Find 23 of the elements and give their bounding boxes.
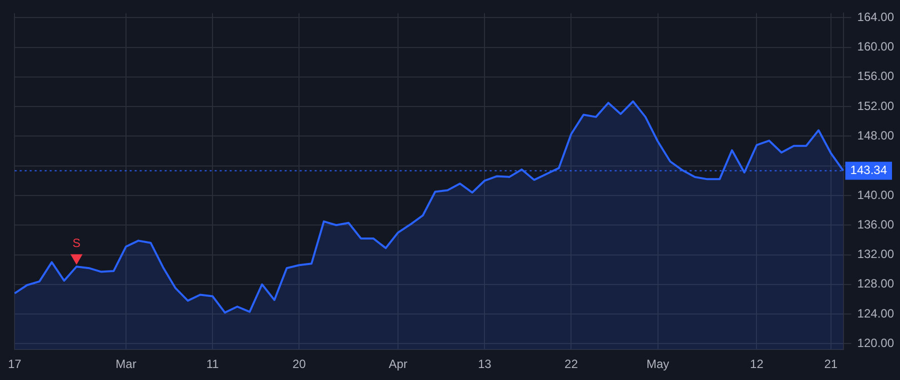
y-tick-label: 136.00 xyxy=(857,217,894,232)
y-tick-label: 132.00 xyxy=(857,247,894,262)
y-tick-label: 140.00 xyxy=(857,188,894,202)
y-tick-label: 160.00 xyxy=(857,40,894,54)
x-tick-label: 17 xyxy=(8,357,22,372)
x-tick-label: Apr xyxy=(388,357,408,372)
y-tick-label: 128.00 xyxy=(857,276,894,291)
y-tick-label: 152.00 xyxy=(857,98,894,113)
x-tick-label: 12 xyxy=(750,357,764,372)
x-tick-label: 20 xyxy=(292,357,306,372)
x-tick-label: May xyxy=(646,357,670,372)
y-tick-label: 120.00 xyxy=(857,336,894,350)
y-tick-label: 156.00 xyxy=(857,69,894,84)
y-tick-label: 164.00 xyxy=(857,10,894,24)
ref-line-label: 143.34 xyxy=(850,163,888,178)
x-tick-label: 22 xyxy=(564,357,578,372)
y-tick-label: 124.00 xyxy=(857,306,894,320)
annotation: S xyxy=(72,236,81,250)
x-tick-label: 13 xyxy=(478,357,492,372)
x-tick-label: 11 xyxy=(206,357,220,372)
x-tick-label: Mar xyxy=(116,357,136,372)
x-tick-label: 21 xyxy=(824,357,838,372)
y-tick-label: 148.00 xyxy=(857,128,894,143)
